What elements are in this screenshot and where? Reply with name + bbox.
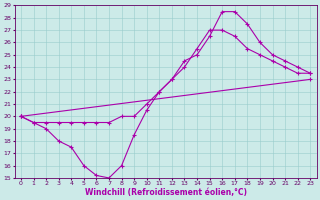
X-axis label: Windchill (Refroidissement éolien,°C): Windchill (Refroidissement éolien,°C): [84, 188, 247, 197]
